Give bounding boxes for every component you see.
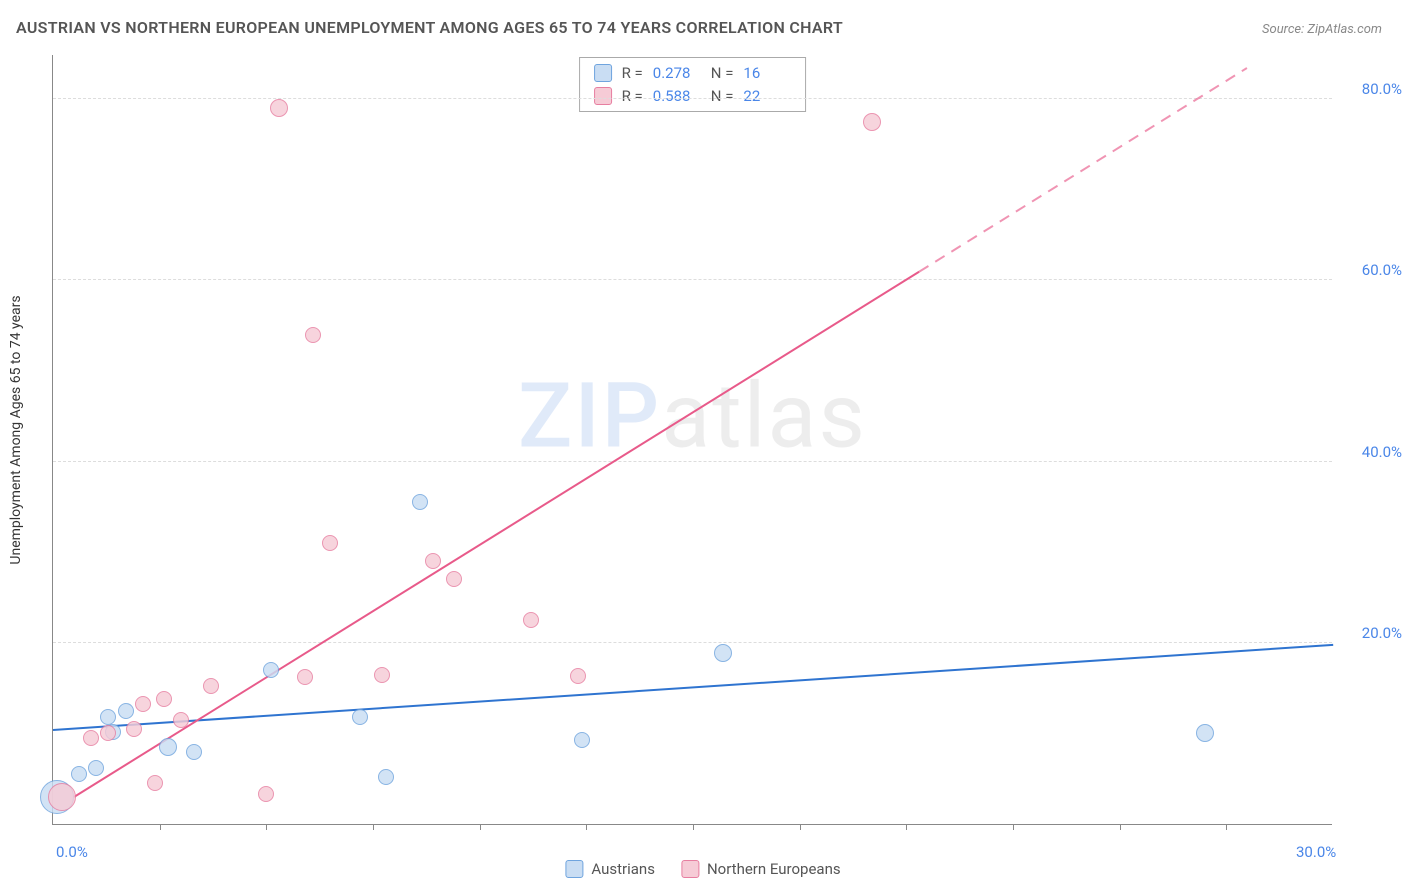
x-tick	[1226, 824, 1227, 830]
watermark-part2: atlas	[661, 364, 867, 469]
y-axis-label: Unemployment Among Ages 65 to 74 years	[8, 295, 24, 564]
y-tick-label: 80.0%	[1342, 80, 1402, 98]
source-attribution: Source: ZipAtlas.com	[1262, 22, 1382, 37]
x-tick-label: 30.0%	[1296, 843, 1336, 861]
x-tick	[1013, 824, 1014, 830]
scatter-point	[203, 678, 219, 694]
y-tick-label: 60.0%	[1342, 261, 1402, 279]
chart-plot-area: ZIPatlas R = 0.278N = 16R = 0.588N = 22 …	[52, 55, 1332, 825]
scatter-point	[574, 732, 590, 748]
x-tick	[480, 824, 481, 830]
scatter-point	[570, 668, 586, 684]
scatter-point	[305, 327, 321, 343]
scatter-point	[258, 786, 274, 802]
trend-line	[53, 645, 1333, 730]
x-tick	[906, 824, 907, 830]
x-tick-label: 0.0%	[56, 843, 88, 861]
x-tick	[373, 824, 374, 830]
grid-line	[53, 279, 1332, 280]
scatter-point	[88, 760, 104, 776]
chart-title: AUSTRIAN VS NORTHERN EUROPEAN UNEMPLOYME…	[16, 18, 843, 37]
scatter-point	[297, 669, 313, 685]
scatter-point	[48, 783, 76, 811]
scatter-point	[270, 99, 288, 117]
scatter-point	[263, 662, 279, 678]
legend-item: Northern Europeans	[681, 860, 841, 878]
y-tick-label: 20.0%	[1342, 624, 1402, 642]
scatter-point	[135, 696, 151, 712]
scatter-point	[159, 738, 177, 756]
x-tick	[1120, 824, 1121, 830]
y-tick-label: 40.0%	[1342, 443, 1402, 461]
scatter-point	[446, 571, 462, 587]
legend-stats-row: R = 0.588N = 22	[594, 85, 792, 108]
scatter-point	[100, 709, 116, 725]
scatter-point	[147, 775, 163, 791]
x-tick	[586, 824, 587, 830]
scatter-point	[523, 612, 539, 628]
scatter-point	[714, 644, 732, 662]
watermark: ZIPatlas	[518, 364, 867, 469]
scatter-point	[425, 553, 441, 569]
scatter-point	[100, 725, 116, 741]
scatter-point	[322, 535, 338, 551]
grid-line	[53, 461, 1332, 462]
scatter-point	[156, 691, 172, 707]
legend-bottom: Austrians Northern Europeans	[565, 860, 840, 878]
legend-stats-row: R = 0.278N = 16	[594, 62, 792, 85]
scatter-point	[378, 769, 394, 785]
scatter-point	[412, 494, 428, 510]
legend-label: Northern Europeans	[707, 860, 841, 878]
scatter-point	[173, 712, 189, 728]
grid-line	[53, 98, 1332, 99]
x-tick	[693, 824, 694, 830]
x-tick	[266, 824, 267, 830]
scatter-point	[186, 744, 202, 760]
scatter-point	[71, 766, 87, 782]
x-tick	[800, 824, 801, 830]
scatter-point	[374, 667, 390, 683]
legend-swatch	[565, 860, 583, 878]
scatter-point	[1196, 724, 1214, 742]
legend-label: Austrians	[591, 860, 655, 878]
scatter-point	[118, 703, 134, 719]
watermark-part1: ZIP	[518, 364, 661, 469]
legend-swatch	[681, 860, 699, 878]
grid-line	[53, 642, 1332, 643]
legend-item: Austrians	[565, 860, 655, 878]
scatter-point	[352, 709, 368, 725]
legend-correlation-box: R = 0.278N = 16R = 0.588N = 22	[579, 57, 807, 112]
scatter-point	[863, 113, 881, 131]
scatter-point	[126, 721, 142, 737]
scatter-point	[83, 730, 99, 746]
x-tick	[160, 824, 161, 830]
